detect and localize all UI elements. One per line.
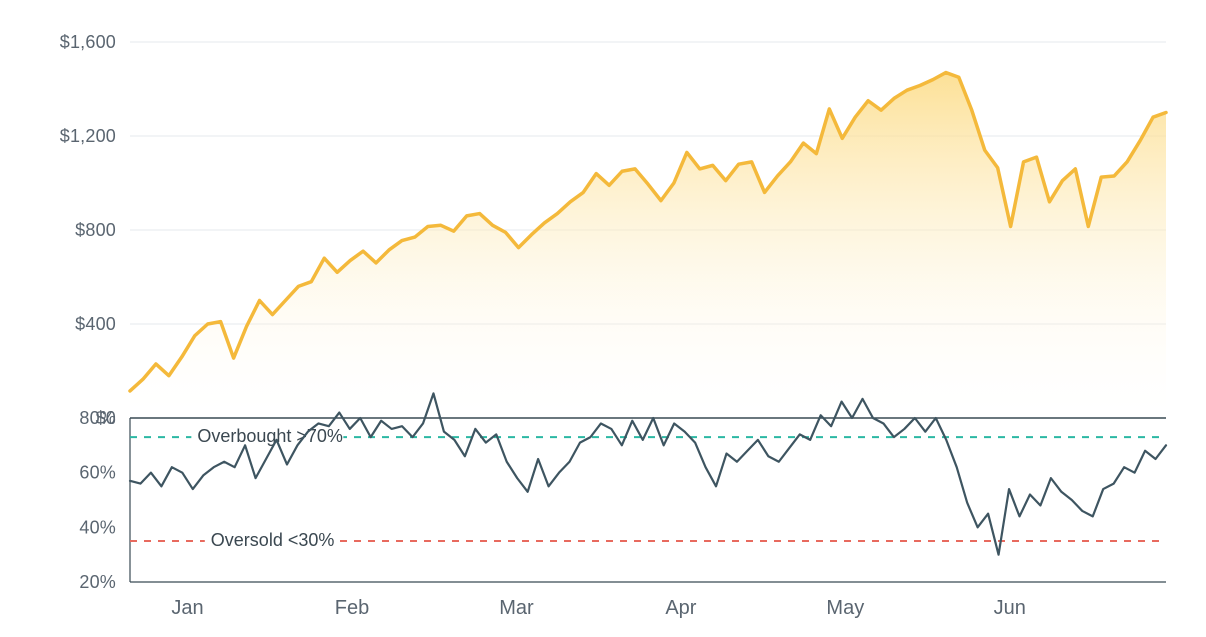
price-ytick-label: $400: [75, 314, 116, 334]
x-axis-label: Feb: [335, 597, 369, 619]
rsi-ytick-label: 20%: [79, 572, 116, 592]
price-ytick-label: $1,200: [60, 126, 116, 146]
chart-svg: $0$400$800$1,200$1,60020%40%60%80%Overbo…: [0, 0, 1206, 637]
x-axis-label: Mar: [499, 597, 534, 619]
rsi-threshold-label: Oversold <30%: [211, 530, 335, 550]
rsi-ytick-label: 40%: [79, 517, 116, 537]
x-axis-label: Apr: [665, 597, 696, 619]
x-axis-label: Jan: [171, 597, 203, 619]
price-area: [130, 73, 1166, 418]
rsi-ytick-label: 60%: [79, 463, 116, 483]
rsi-ytick-label: 80%: [79, 408, 116, 428]
x-axis-label: May: [826, 597, 864, 619]
chart-container: $0$400$800$1,200$1,60020%40%60%80%Overbo…: [0, 0, 1206, 637]
price-ytick-label: $1,600: [60, 32, 116, 52]
rsi-threshold-label: Overbought >70%: [197, 426, 343, 446]
price-ytick-label: $800: [75, 220, 116, 240]
x-axis-label: Jun: [994, 597, 1026, 619]
